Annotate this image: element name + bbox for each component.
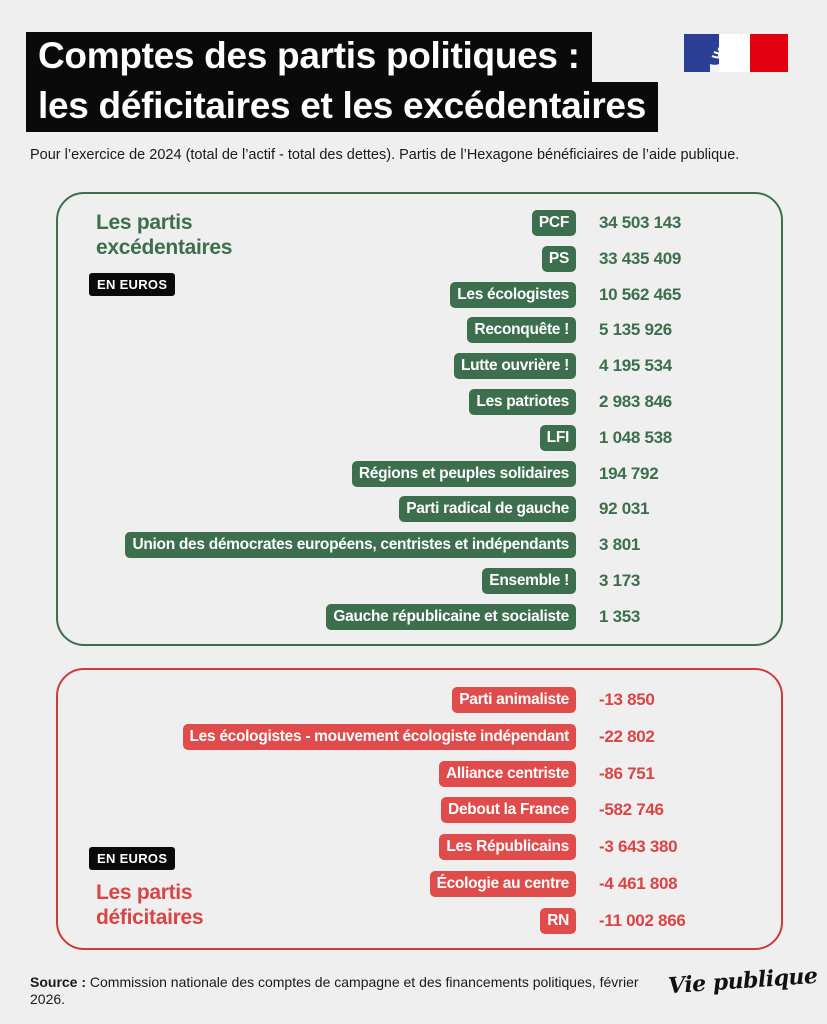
party-value: 194 792 <box>599 463 659 483</box>
party-row: Gauche républicaine et socialiste 1 353 <box>58 602 781 632</box>
party-row: PCF 34 503 143 <box>58 208 781 238</box>
party-value: -582 746 <box>599 800 664 820</box>
party-row: Union des démocrates européens, centrist… <box>58 530 781 560</box>
party-value: 5 135 926 <box>599 320 672 340</box>
surplus-rows: PCF 34 503 143 PS 33 435 409 Les écologistes… <box>58 194 781 644</box>
party-label: Union des démocrates européens, centrist… <box>125 532 576 559</box>
french-republic-flag-logo <box>684 34 788 72</box>
title-block: Comptes des partis politiques : les défi… <box>26 32 658 132</box>
party-value: -13 850 <box>599 690 655 709</box>
party-label: Lutte ouvrière ! <box>453 353 576 380</box>
party-row: Les patriotes 2 983 846 <box>58 387 781 417</box>
deficit-rows: Parti animaliste -13 850 Les écologistes -… <box>58 670 781 948</box>
deficit-unit-badge: EN EUROS <box>89 847 176 870</box>
party-row: Parti animaliste -13 850 <box>58 685 781 715</box>
source-note: Source : Commission nationale des compte… <box>30 974 650 1008</box>
party-label: Régions et peuples solidaires <box>351 460 576 487</box>
title-line-1: Comptes des partis politiques : <box>26 32 592 82</box>
surplus-panel-label: Les partis excédentaires <box>96 210 233 260</box>
party-value: -4 461 808 <box>599 874 678 893</box>
party-row: Debout la France -582 746 <box>58 795 781 825</box>
surplus-label-line2: excédentaires <box>96 236 233 259</box>
party-label: Les écologistes - mouvement écologiste i… <box>182 723 576 750</box>
party-row: Lutte ouvrière ! 4 195 534 <box>58 351 781 381</box>
party-label: LFI <box>539 424 576 451</box>
party-label: Debout la France <box>441 797 576 824</box>
source-label: Source : <box>30 974 87 990</box>
deficit-panel: EN EUROS Les partis déficitaires Parti a… <box>56 668 783 950</box>
party-label: Parti radical de gauche <box>399 496 576 523</box>
title-line-2: les déficitaires et les excédentaires <box>26 82 658 132</box>
party-value: -22 802 <box>599 726 655 746</box>
party-label: Reconquête ! <box>467 317 576 344</box>
party-label: RN <box>540 907 576 934</box>
party-label: Les Républicains <box>439 834 576 861</box>
party-value: 33 435 409 <box>599 248 682 268</box>
party-value: -3 643 380 <box>599 837 678 857</box>
party-label: Les écologistes <box>450 281 576 308</box>
party-label: Ensemble ! <box>482 568 576 594</box>
party-value: 3 801 <box>599 535 641 555</box>
vie-publique-logo: Vie publique <box>667 962 819 1000</box>
party-label: Alliance centriste <box>439 760 576 787</box>
party-row: Les écologistes 10 562 465 <box>58 280 781 310</box>
surplus-panel: Les partis excédentaires EN EUROS PCF 34 … <box>56 192 783 646</box>
subtitle: Pour l’exercice de 2024 (total de l’acti… <box>30 147 740 163</box>
party-row: Écologie au centre -4 461 808 <box>58 869 781 899</box>
party-value: 2 983 846 <box>599 392 672 411</box>
party-value: 10 562 465 <box>599 284 682 304</box>
party-label: PS <box>541 245 576 272</box>
party-row: Parti radical de gauche 92 031 <box>58 494 781 524</box>
party-row: Ensemble ! 3 173 <box>58 566 781 596</box>
party-value: 3 173 <box>599 571 641 590</box>
party-label: Parti animaliste <box>452 687 576 713</box>
deficit-label-line2: déficitaires <box>96 906 204 929</box>
party-label: Gauche républicaine et socialiste <box>326 603 576 630</box>
party-label: Écologie au centre <box>429 871 576 897</box>
deficit-label-line1: Les partis <box>96 881 193 904</box>
marianne-icon <box>710 37 746 72</box>
party-value: 34 503 143 <box>599 213 682 232</box>
party-row: RN -11 002 866 <box>58 906 781 936</box>
deficit-panel-label: Les partis déficitaires <box>96 880 204 930</box>
party-label: Les patriotes <box>469 389 576 415</box>
party-value: 1 353 <box>599 606 641 626</box>
party-row: PS 33 435 409 <box>58 244 781 274</box>
party-row: Les écologistes - mouvement écologiste i… <box>58 722 781 752</box>
party-value: -86 751 <box>599 763 655 783</box>
party-value: 92 031 <box>599 499 650 519</box>
party-label: PCF <box>531 210 576 236</box>
party-row: Les Républicains -3 643 380 <box>58 832 781 862</box>
surplus-label-line1: Les partis <box>96 211 193 234</box>
source-text: Commission nationale des comptes de camp… <box>30 974 639 1007</box>
party-row: Reconquête ! 5 135 926 <box>58 315 781 345</box>
party-row: LFI 1 048 538 <box>58 423 781 453</box>
party-value: 4 195 534 <box>599 356 672 376</box>
party-row: Alliance centriste -86 751 <box>58 759 781 789</box>
party-value: 1 048 538 <box>599 427 672 447</box>
party-row: Régions et peuples solidaires 194 792 <box>58 459 781 489</box>
party-value: -11 002 866 <box>599 910 686 930</box>
surplus-unit-badge: EN EUROS <box>89 273 176 296</box>
